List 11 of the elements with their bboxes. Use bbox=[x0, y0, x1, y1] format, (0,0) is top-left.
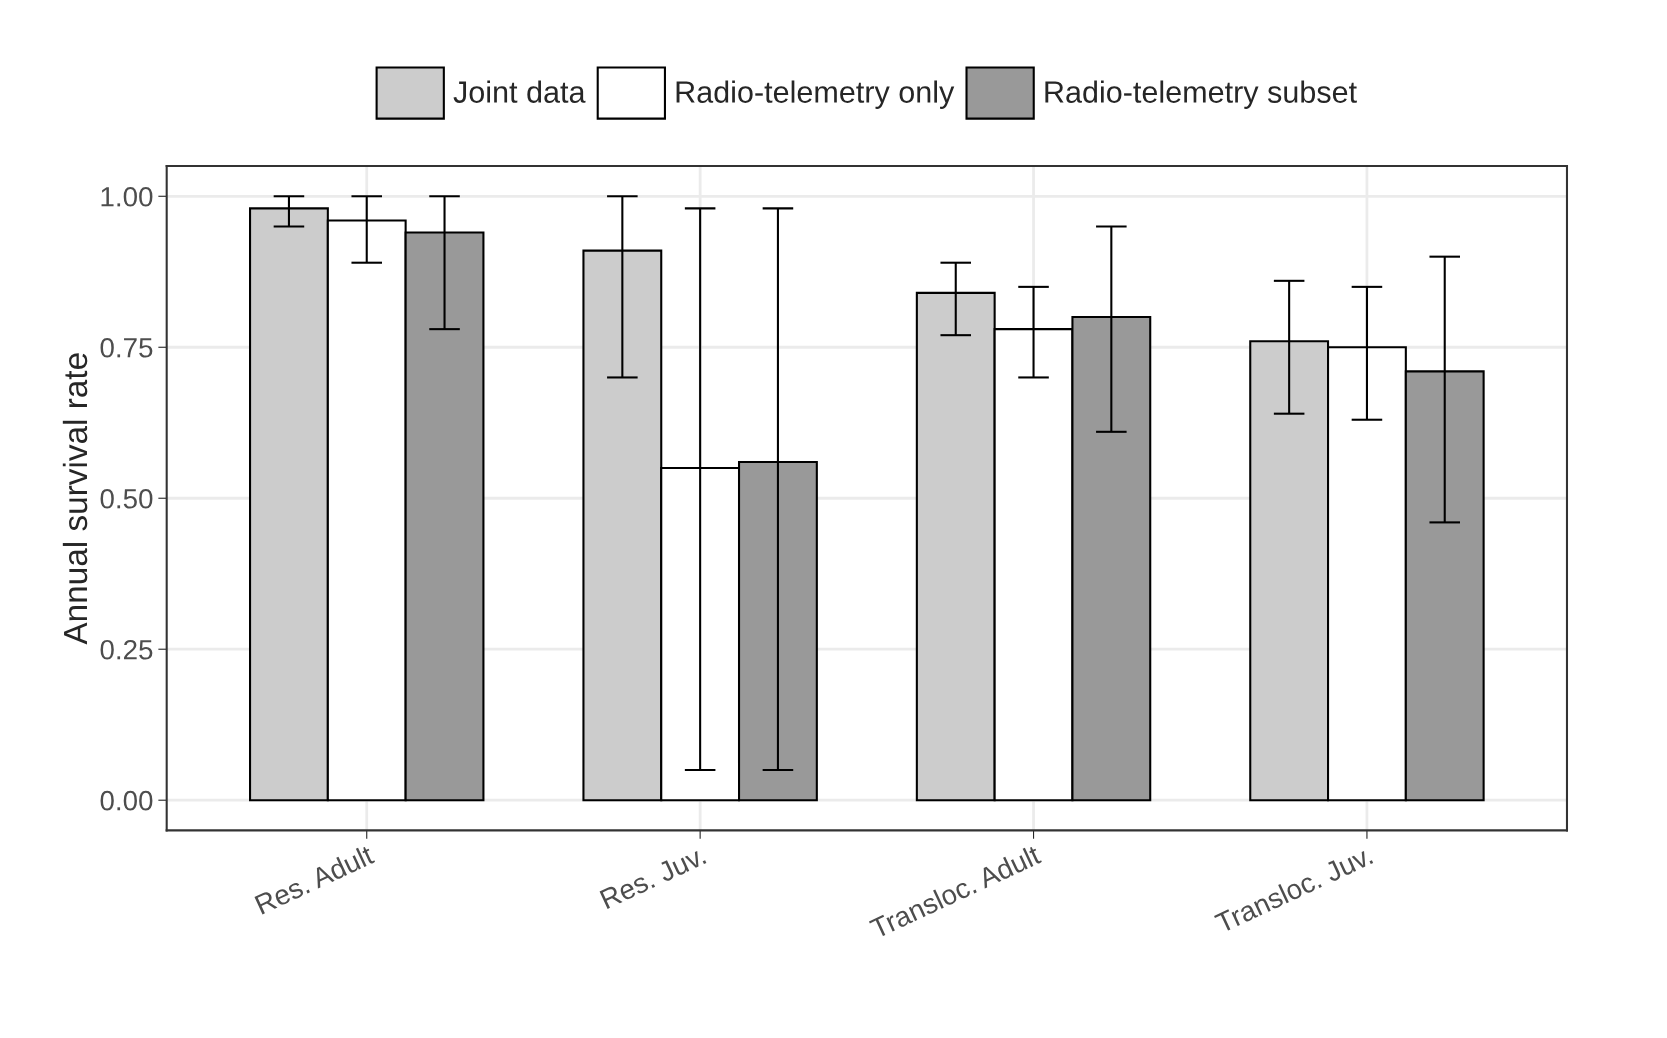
x-tick-label: Res. Juv. bbox=[599, 845, 707, 910]
y-tick-label: 0.50 bbox=[100, 488, 153, 509]
y-tick-label: 1.00 bbox=[101, 186, 153, 207]
legend-label: Radio-telemetry only bbox=[676, 80, 955, 109]
y-tick-label: 0.75 bbox=[100, 337, 153, 358]
y-tick-label: 0.00 bbox=[100, 790, 153, 811]
y-axis-title: Annual survival rate bbox=[62, 353, 88, 645]
legend-label: Radio-telemetry subset bbox=[1045, 80, 1357, 109]
legend-label: Joint data bbox=[453, 80, 586, 103]
y-tick-label: 0.25 bbox=[100, 639, 153, 660]
x-tick-label: Res. Adult bbox=[254, 843, 376, 915]
